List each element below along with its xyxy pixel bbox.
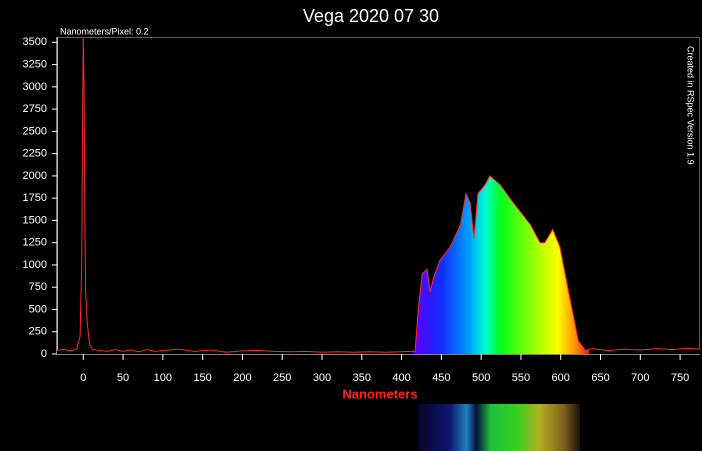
x-tick-label: 450 bbox=[432, 372, 450, 384]
annotation: Nanometers/Pixel: 0.2 bbox=[60, 26, 149, 36]
x-tick-label: 750 bbox=[671, 372, 689, 384]
x-tick-label: 600 bbox=[552, 372, 570, 384]
plot-frame bbox=[57, 37, 700, 355]
spectrum-strip bbox=[418, 404, 580, 451]
x-tick-label: 150 bbox=[193, 372, 211, 384]
y-tick-label: 1000 bbox=[23, 259, 47, 271]
y-tick-label: 500 bbox=[29, 303, 47, 315]
y-tick-label: 2000 bbox=[23, 170, 47, 182]
x-tick-label: 200 bbox=[233, 372, 251, 384]
x-tick-label: 350 bbox=[353, 372, 371, 384]
x-tick-label: 250 bbox=[273, 372, 291, 384]
y-tick-label: 3500 bbox=[23, 36, 47, 48]
x-tick-label: 550 bbox=[512, 372, 530, 384]
y-tick-label: 1500 bbox=[23, 214, 47, 226]
x-tick-label: 400 bbox=[392, 372, 410, 384]
x-tick-label: 700 bbox=[631, 372, 649, 384]
y-tick-label: 2250 bbox=[23, 148, 47, 160]
y-tick-label: 1250 bbox=[23, 237, 47, 249]
spectrum-area bbox=[57, 37, 700, 354]
y-tick-label: 3000 bbox=[23, 81, 47, 93]
x-tick-label: 50 bbox=[117, 372, 129, 384]
y-tick-label: 1750 bbox=[23, 192, 47, 204]
y-tick-label: 2750 bbox=[23, 103, 47, 115]
y-tick-label: 3250 bbox=[23, 59, 47, 71]
x-tick-label: 500 bbox=[472, 372, 490, 384]
y-tick-label: 250 bbox=[29, 326, 47, 338]
spectrum-line bbox=[56, 37, 701, 353]
annotation: Created in RSpec Version 1.9 bbox=[686, 46, 696, 165]
x-axis-label: Nanometers bbox=[342, 386, 417, 401]
y-tick-label: 2500 bbox=[23, 125, 47, 137]
x-tick-label: 650 bbox=[591, 372, 609, 384]
x-tick-label: 100 bbox=[154, 372, 172, 384]
x-tick-label: 0 bbox=[80, 372, 86, 384]
y-tick-label: 750 bbox=[29, 281, 47, 293]
x-tick-label: 300 bbox=[313, 372, 331, 384]
y-tick-label: 0 bbox=[41, 348, 47, 360]
chart-title: Vega 2020 07 30 bbox=[303, 6, 439, 26]
